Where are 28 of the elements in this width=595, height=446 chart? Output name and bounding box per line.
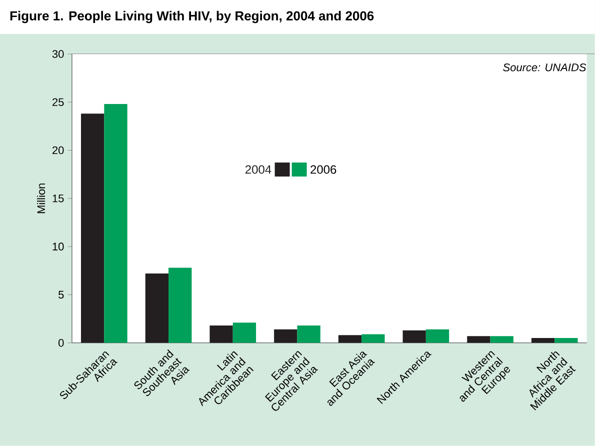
y-tick-label: 20 <box>52 146 64 154</box>
bar <box>531 338 555 343</box>
bar <box>554 338 578 343</box>
y-axis-title: Million <box>37 184 46 214</box>
y-tick-label: 15 <box>52 194 64 202</box>
legend-label: 2006 <box>310 165 336 174</box>
bar <box>274 329 298 343</box>
bar <box>297 326 320 343</box>
y-tick-label: 0 <box>58 339 64 347</box>
bar <box>490 336 514 343</box>
y-tick-label: 30 <box>52 50 64 58</box>
y-tick-label: 5 <box>58 290 64 299</box>
bar <box>232 322 256 343</box>
bar <box>402 330 426 343</box>
bar <box>168 268 192 343</box>
y-tick-label: 25 <box>52 98 64 106</box>
chart-title: Figure 1. People Living With HIV, by Region, 2004 and 2006 <box>10 10 374 24</box>
bar <box>145 274 169 343</box>
annotation: Source: UNAIDS <box>503 64 586 72</box>
bar <box>338 335 362 343</box>
bar <box>426 329 450 343</box>
bar <box>467 336 490 343</box>
bar <box>210 326 233 343</box>
y-tick-label: 10 <box>52 242 64 251</box>
bar <box>80 114 104 343</box>
bar <box>104 104 128 343</box>
bar <box>362 334 385 343</box>
text: 2004 <box>245 165 272 174</box>
